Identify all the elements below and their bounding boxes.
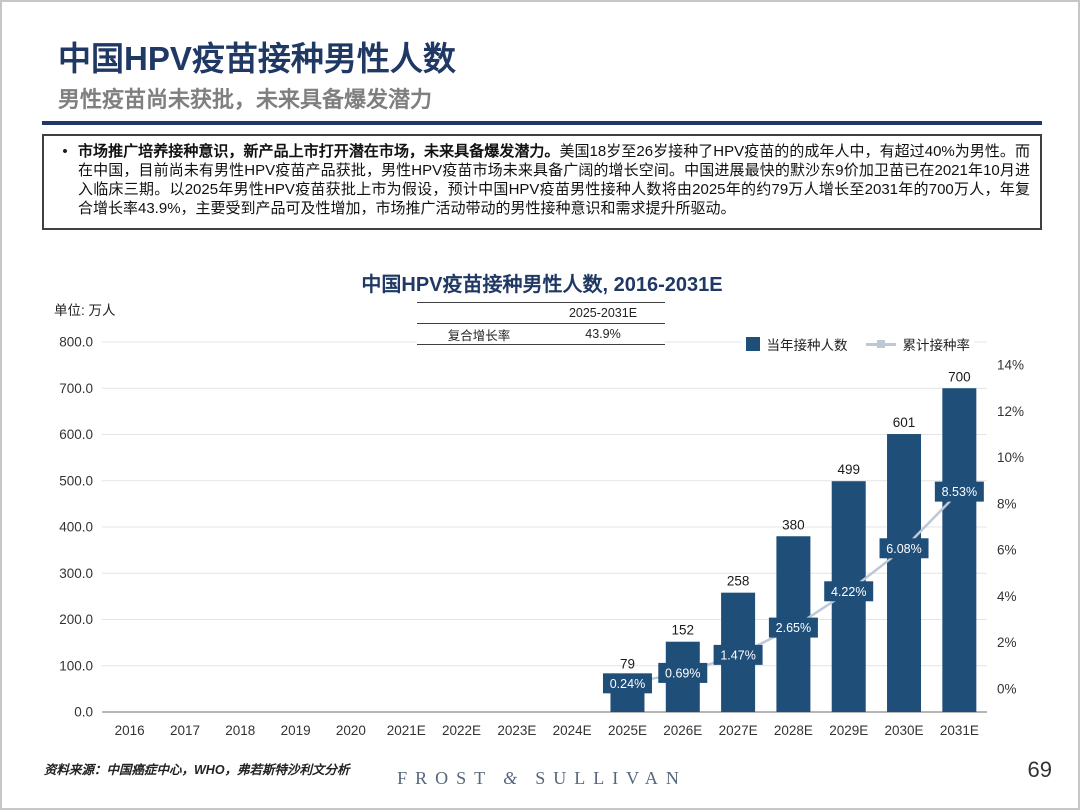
page-number: 69: [1027, 757, 1052, 782]
left-axis-tick-label: 700.0: [59, 381, 93, 396]
x-axis-tick-label: 2016: [115, 723, 145, 738]
rate-label-box: [934, 481, 984, 502]
rate-label-box: [824, 581, 874, 602]
summary-lead: 市场推广培养接种意识，新产品上市打开潜在市场，未来具备爆发潜力。: [78, 143, 560, 160]
line-swatch-marker: [876, 340, 885, 348]
line-series-swatch: [865, 337, 896, 351]
x-axis-tick-label: 2019: [281, 723, 311, 738]
bar: [942, 388, 977, 712]
rate-label-box: [768, 617, 818, 638]
rate-label: 0.69%: [665, 666, 700, 680]
bullet-marker: •: [62, 143, 68, 160]
source-note: 资料来源：中国癌症中心，WHO，弗若斯特沙利文分析: [44, 763, 350, 777]
legend-label-bars: 当年接种人数: [766, 338, 848, 353]
rate-label-box: [879, 538, 929, 559]
right-axis-tick-label: 12%: [997, 404, 1024, 419]
left-axis-tick-label: 600.0: [59, 427, 93, 442]
x-axis-tick-label: 2021E: [387, 723, 426, 738]
left-axis-tick-label: 400.0: [59, 520, 93, 535]
x-axis-tick-label: 2030E: [885, 723, 924, 738]
left-axis-tick-label: 300.0: [59, 566, 93, 581]
right-axis-tick-label: 4%: [997, 589, 1017, 604]
page-title: 中国HPV疫苗接种男性人数: [58, 40, 456, 77]
left-axis-tick-label: 100.0: [59, 658, 93, 673]
x-axis-tick-label: 2031E: [940, 723, 979, 738]
bar-value-label: 152: [672, 623, 695, 638]
right-axis-tick-label: 10%: [997, 450, 1024, 465]
x-axis-tick-label: 2022E: [442, 723, 481, 738]
chart-title: 中国HPV疫苗接种男性人数, 2016-2031E: [361, 274, 723, 296]
left-axis-tick-label: 500.0: [59, 473, 93, 488]
left-axis-tick-label: 0.0: [74, 705, 93, 720]
cagr-table-label: 复合增长率: [447, 328, 511, 343]
bar-value-label: 499: [837, 462, 860, 477]
header-rule: [42, 121, 1042, 125]
left-axis-tick-label: 800.0: [59, 335, 93, 350]
summary-text: 市场推广培养接种意识，新产品上市打开潜在市场，未来具备爆发潜力。美国18岁至26…: [78, 143, 1030, 219]
cagr-table-header-row: 2025-2031E: [417, 302, 665, 323]
bar-value-label: 601: [893, 415, 916, 430]
bar-value-label: 79: [620, 656, 635, 671]
left-axis-tick-label: 200.0: [59, 612, 93, 627]
bar-value-label: 380: [782, 517, 805, 532]
brand-logo: FROST & SULLIVAN: [2, 768, 1078, 789]
rate-label: 8.53%: [942, 485, 977, 499]
x-axis-tick-label: 2029E: [829, 723, 868, 738]
x-axis-tick-label: 2025E: [608, 723, 647, 738]
summary-body: 美国18岁至26岁接种了HPV疫苗的的成年人中，有超过40%为男性。而在中国，目…: [78, 143, 1030, 217]
x-axis-tick-label: 2024E: [553, 723, 592, 738]
cagr-table-value: 43.9%: [585, 327, 621, 341]
x-axis-tick-label: 2017: [170, 723, 200, 738]
x-axis-tick-label: 2028E: [774, 723, 813, 738]
summary-box: • 市场推广培养接种意识，新产品上市打开潜在市场，未来具备爆发潜力。美国18岁至…: [42, 134, 1042, 230]
legend-item-line: 累计接种率: [865, 334, 971, 354]
bar-value-label: 700: [948, 369, 971, 384]
legend-label-line: 累计接种率: [902, 338, 971, 353]
rate-label: 1.47%: [720, 648, 755, 662]
chart-legend: 当年接种人数 累计接种率: [741, 332, 974, 356]
x-axis-tick-label: 2023E: [497, 723, 536, 738]
x-axis-tick-label: 2020: [336, 723, 366, 738]
right-axis-tick-label: 8%: [997, 496, 1017, 511]
cagr-table: 2025-2031E 复合增长率 43.9%: [417, 302, 665, 345]
right-axis-tick-label: 2%: [997, 635, 1017, 650]
axis-unit-label: 单位: 万人: [54, 303, 116, 318]
right-axis-tick-label: 0%: [997, 681, 1017, 696]
rate-label: 2.65%: [776, 621, 811, 635]
right-axis-tick-label: 6%: [997, 543, 1017, 558]
x-axis-tick-label: 2018: [225, 723, 255, 738]
legend-item-bars: 当年接种人数: [745, 334, 848, 354]
rate-label-box: [602, 673, 652, 694]
bar-series-swatch: [745, 337, 760, 351]
bar: [887, 434, 922, 712]
rate-label: 4.22%: [831, 585, 866, 599]
rate-label: 0.24%: [610, 677, 645, 691]
page-subtitle: 男性疫苗尚未获批，未来具备爆发潜力: [58, 87, 433, 112]
right-axis-tick-label: 14%: [997, 358, 1024, 373]
x-axis-tick-label: 2027E: [719, 723, 758, 738]
rate-label-box: [713, 644, 763, 665]
brand-frost: FROST: [397, 768, 494, 788]
cagr-table-value-row: 复合增长率 43.9%: [417, 323, 665, 344]
chart-plot: 0.0 100.0 200.0 300.0 400.0 500.0 600.0 700.0 80…: [59, 335, 1024, 739]
brand-sullivan: SULLIVAN: [535, 768, 687, 788]
rate-label-box: [658, 662, 708, 683]
brand-ampersand: &: [503, 768, 526, 788]
rate-label: 6.08%: [886, 542, 921, 556]
bar-value-label: 258: [727, 574, 750, 589]
cagr-table-period: 2025-2031E: [568, 306, 638, 320]
x-axis-tick-label: 2026E: [663, 723, 702, 738]
